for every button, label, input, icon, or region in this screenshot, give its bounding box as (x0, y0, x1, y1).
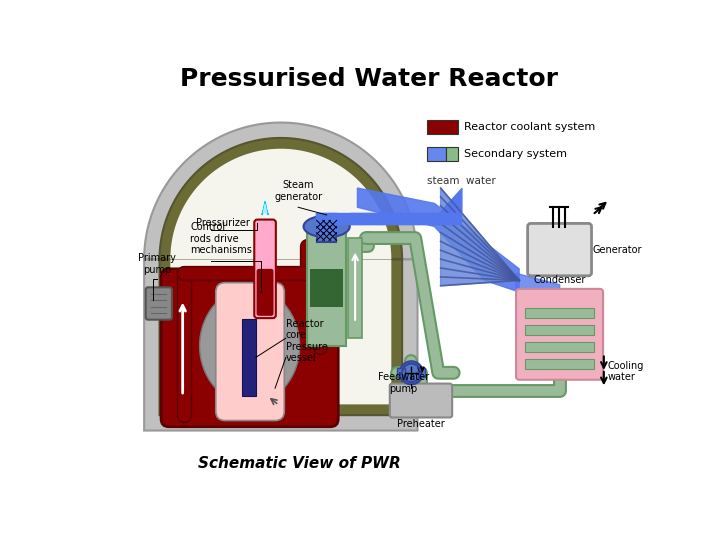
Text: Pressurizer: Pressurizer (196, 219, 250, 228)
FancyBboxPatch shape (216, 283, 284, 421)
FancyBboxPatch shape (528, 224, 592, 276)
Bar (242, 319, 256, 396)
Text: Control
rods drive
mechanisms: Control rods drive mechanisms (190, 222, 252, 255)
Polygon shape (171, 148, 392, 404)
FancyBboxPatch shape (256, 269, 274, 316)
Polygon shape (357, 188, 519, 292)
Polygon shape (264, 204, 266, 213)
Bar (526, 342, 594, 352)
Text: Cooling
water: Cooling water (608, 361, 644, 382)
Bar (427, 120, 457, 134)
Text: Schematic View of PWR: Schematic View of PWR (198, 456, 401, 471)
Text: Reactor coolant system: Reactor coolant system (464, 122, 595, 132)
Text: Pressure
vessel: Pressure vessel (286, 342, 328, 363)
Text: Feedwater
pump: Feedwater pump (378, 373, 429, 394)
Bar (318, 219, 336, 242)
Ellipse shape (199, 288, 300, 403)
Text: Steam
generator: Steam generator (274, 180, 323, 201)
Bar (418, 368, 426, 377)
Bar (427, 147, 446, 161)
Text: Primary
pump: Primary pump (138, 253, 176, 275)
Bar (526, 325, 594, 335)
Polygon shape (144, 123, 418, 430)
Bar (526, 359, 594, 369)
Text: Secondary system: Secondary system (464, 149, 567, 159)
Text: Preheater: Preheater (397, 418, 445, 429)
FancyBboxPatch shape (145, 287, 172, 320)
Polygon shape (441, 188, 519, 286)
FancyBboxPatch shape (161, 269, 338, 427)
Bar (348, 238, 362, 338)
Ellipse shape (400, 361, 423, 384)
Text: Condenser: Condenser (534, 275, 586, 285)
Polygon shape (160, 138, 402, 415)
FancyBboxPatch shape (516, 289, 603, 380)
Bar (307, 231, 346, 346)
Bar (526, 308, 594, 318)
Text: steam  water: steam water (427, 177, 495, 186)
Bar (310, 269, 343, 307)
Text: Pressurised Water Reactor: Pressurised Water Reactor (180, 66, 558, 91)
Text: Generator: Generator (593, 245, 642, 254)
Ellipse shape (304, 215, 350, 237)
Bar (446, 147, 457, 161)
Text: Reactor
core: Reactor core (286, 319, 323, 340)
Polygon shape (262, 201, 268, 215)
FancyBboxPatch shape (390, 383, 452, 417)
Bar (397, 368, 405, 377)
FancyBboxPatch shape (254, 220, 276, 318)
